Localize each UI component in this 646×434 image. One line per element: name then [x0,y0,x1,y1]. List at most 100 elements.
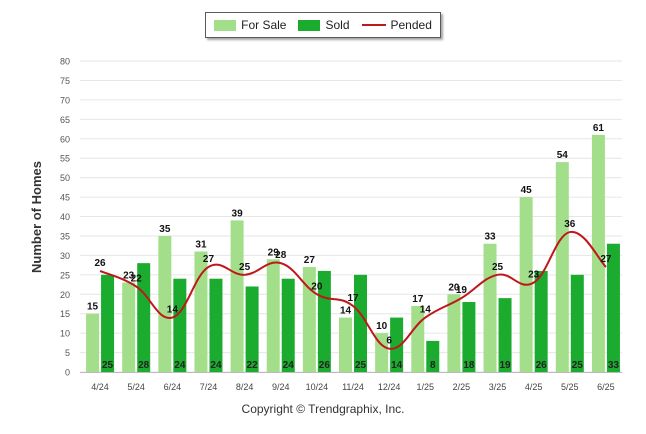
data-label-sold: 28 [138,360,150,371]
x-tick-label: 6/24 [164,382,182,392]
x-tick-label: 5/25 [561,382,579,392]
data-label-sold: 26 [536,360,548,371]
bar-sold [534,270,548,372]
y-tick-label: 60 [60,134,70,144]
data-label-pended: 14 [167,305,179,316]
data-label-for-sale: 15 [87,302,99,313]
data-label-pended: 28 [275,250,287,261]
bar-for-sale [230,220,244,372]
x-tick-label: 10/24 [306,382,329,392]
bar-sold [570,274,584,372]
data-label-for-sale: 20 [448,282,460,293]
x-tick-label: 8/24 [236,382,254,392]
pended-line-layer [99,231,607,350]
data-label-pended: 19 [456,285,468,296]
data-label-pended: 22 [131,273,143,284]
x-tick-label: 4/25 [525,382,543,392]
x-tick-label: 4/24 [91,382,109,392]
data-label-sold: 24 [210,360,222,371]
legend-item-for-sale[interactable]: For Sale [214,18,286,32]
data-label-for-sale: 17 [412,294,424,305]
bar-sold [209,278,223,372]
x-tick-label: 11/24 [342,382,364,392]
legend: For Sale Sold Pended [205,12,441,38]
data-label-sold: 14 [391,360,403,371]
y-tick-label: 80 [60,57,70,67]
data-labels: 1525232835243124392229242726142510141782… [87,123,619,371]
data-label-sold: 22 [247,360,259,371]
data-label-for-sale: 29 [268,247,280,258]
pended-swatch [361,24,386,26]
y-tick-label: 75 [60,76,70,86]
legend-label-pended: Pended [390,18,432,32]
x-axis-ticks: 4/24 5/24 6/24 7/24 8/24 9/24 10/24 11/24 12/24 1… [91,382,614,392]
bar-sold [101,274,115,372]
data-label-pended: 14 [420,305,432,316]
legend-label-sold: Sold [325,18,350,32]
y-tick-label: 25 [60,270,70,280]
x-tick-label: 1/25 [417,382,435,392]
bar-sold [462,302,476,372]
data-label-pended: 20 [311,281,323,292]
data-label-sold: 19 [499,360,511,371]
x-tick-label: 2/25 [453,382,471,392]
data-label-sold: 33 [608,360,620,371]
bar-sold [173,278,187,372]
bar-sold [426,340,440,372]
bar-for-sale [122,282,136,372]
x-tick-label: 6/25 [597,382,615,392]
bar-for-sale [447,294,461,372]
bar-sold [498,298,512,372]
copyright-text: Copyright © Trendgraphix, Inc. [241,402,405,416]
bar-sold [281,278,295,372]
data-label-for-sale: 27 [304,255,316,266]
bar-sold [390,317,404,372]
data-label-sold: 25 [355,360,367,371]
legend-label-for-sale: For Sale [241,18,287,32]
y-tick-label: 0 [65,368,70,378]
bar-for-sale [411,305,425,372]
y-tick-label: 70 [60,95,70,105]
x-tick-label: 5/24 [127,382,145,392]
for-sale-swatch [214,19,237,31]
data-label-sold: 25 [102,360,114,371]
data-label-pended: 27 [600,254,612,265]
data-label-sold: 24 [174,360,186,371]
bar-for-sale [339,317,352,372]
y-axis-label: Number of Homes [29,161,44,273]
x-tick-label: 7/24 [200,382,218,392]
legend-item-sold[interactable]: Sold [298,18,350,32]
data-label-for-sale: 23 [123,271,135,282]
y-tick-label: 30 [60,251,70,261]
y-tick-label: 45 [60,193,70,203]
legend-item-pended[interactable]: Pended [361,18,432,32]
data-label-for-sale: 10 [376,321,388,332]
data-label-sold: 26 [319,360,331,371]
x-tick-label: 12/24 [378,382,401,392]
y-axis-ticks: 0 5 10 15 20 25 30 35 40 45 50 55 60 65 70 75 80 [60,57,70,378]
bar-sold [606,243,620,372]
data-label-pended: 36 [564,219,576,230]
data-label-pended: 26 [95,258,107,269]
data-label-for-sale: 31 [195,239,207,250]
bar-for-sale [266,259,280,372]
data-label-for-sale: 33 [484,232,496,243]
data-label-for-sale: 54 [557,150,569,161]
data-label-pended: 27 [203,254,215,265]
y-tick-label: 35 [60,231,70,241]
x-tick-label: 9/24 [272,382,290,392]
y-tick-label: 5 [65,348,70,358]
x-tick-label: 3/25 [489,382,507,392]
y-tick-label: 15 [60,309,70,319]
data-label-pended: 25 [492,262,504,273]
bar-sold [245,286,259,372]
data-label-sold: 25 [572,360,584,371]
data-label-sold: 18 [463,360,475,371]
data-label-for-sale: 35 [159,224,171,235]
bar-for-sale [158,235,172,372]
data-label-for-sale: 45 [521,185,533,196]
y-tick-label: 20 [60,290,70,300]
y-tick-label: 40 [60,212,70,222]
data-label-pended: 17 [347,293,359,304]
